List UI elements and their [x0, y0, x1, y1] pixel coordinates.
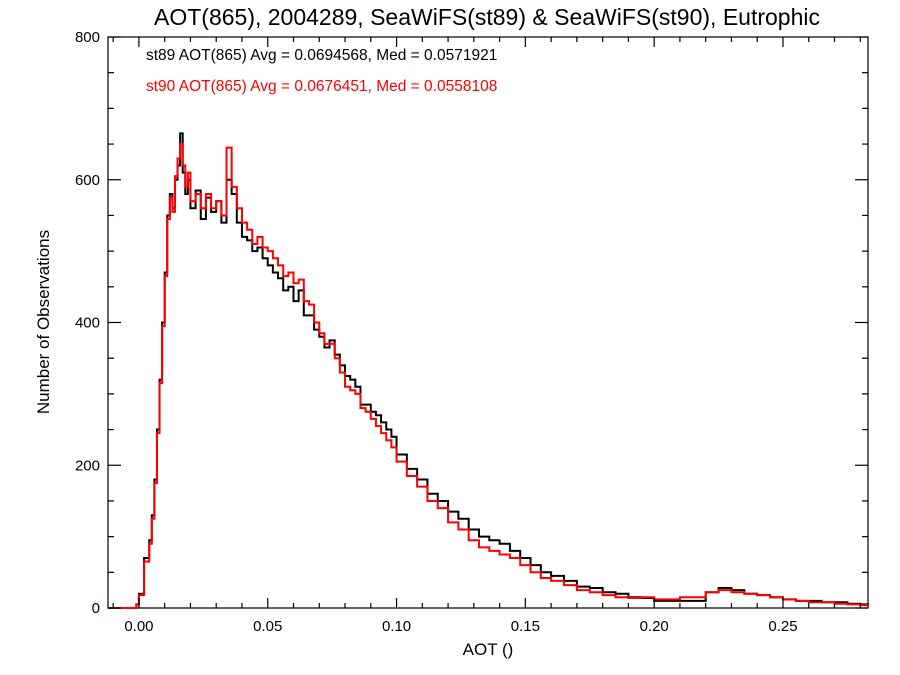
- x-tick-label: 0.25: [768, 618, 797, 635]
- y-tick-label: 400: [75, 315, 100, 332]
- x-tick-label: 0.00: [124, 618, 153, 635]
- y-tick-label: 600: [75, 172, 100, 189]
- y-tick-label: 800: [75, 29, 100, 46]
- legend-entry-st90: st90 AOT(865) Avg = 0.0676451, Med = 0.0…: [146, 78, 497, 95]
- series-line-st90: [108, 143, 869, 609]
- y-tick-label: 0: [92, 600, 100, 617]
- x-tick-label: 0.15: [511, 618, 540, 635]
- series-layer: [108, 132, 869, 609]
- y-tick-label: 200: [75, 457, 100, 474]
- plot-area: 0.00 0.05 0.10 0.15 0.20 0.25 0 200 400 600 800: [75, 29, 869, 635]
- x-tick-label: 0.05: [253, 618, 282, 635]
- legend: st89 AOT(865) Avg = 0.0694568, Med = 0.0…: [146, 47, 497, 95]
- x-axis-label: AOT (): [463, 640, 514, 659]
- chart-title: AOT(865), 2004289, SeaWiFS(st89) & SeaWi…: [154, 4, 820, 30]
- y-axis-label: Number of Observations: [34, 230, 53, 414]
- plot-frame: [107, 36, 869, 609]
- x-tick-label: 0.10: [382, 618, 411, 635]
- legend-entry-st89: st89 AOT(865) Avg = 0.0694568, Med = 0.0…: [146, 47, 497, 64]
- ticks-layer: 0.00 0.05 0.10 0.15 0.20 0.25 0 200 400 600 800: [75, 29, 868, 635]
- x-tick-label: 0.20: [640, 618, 669, 635]
